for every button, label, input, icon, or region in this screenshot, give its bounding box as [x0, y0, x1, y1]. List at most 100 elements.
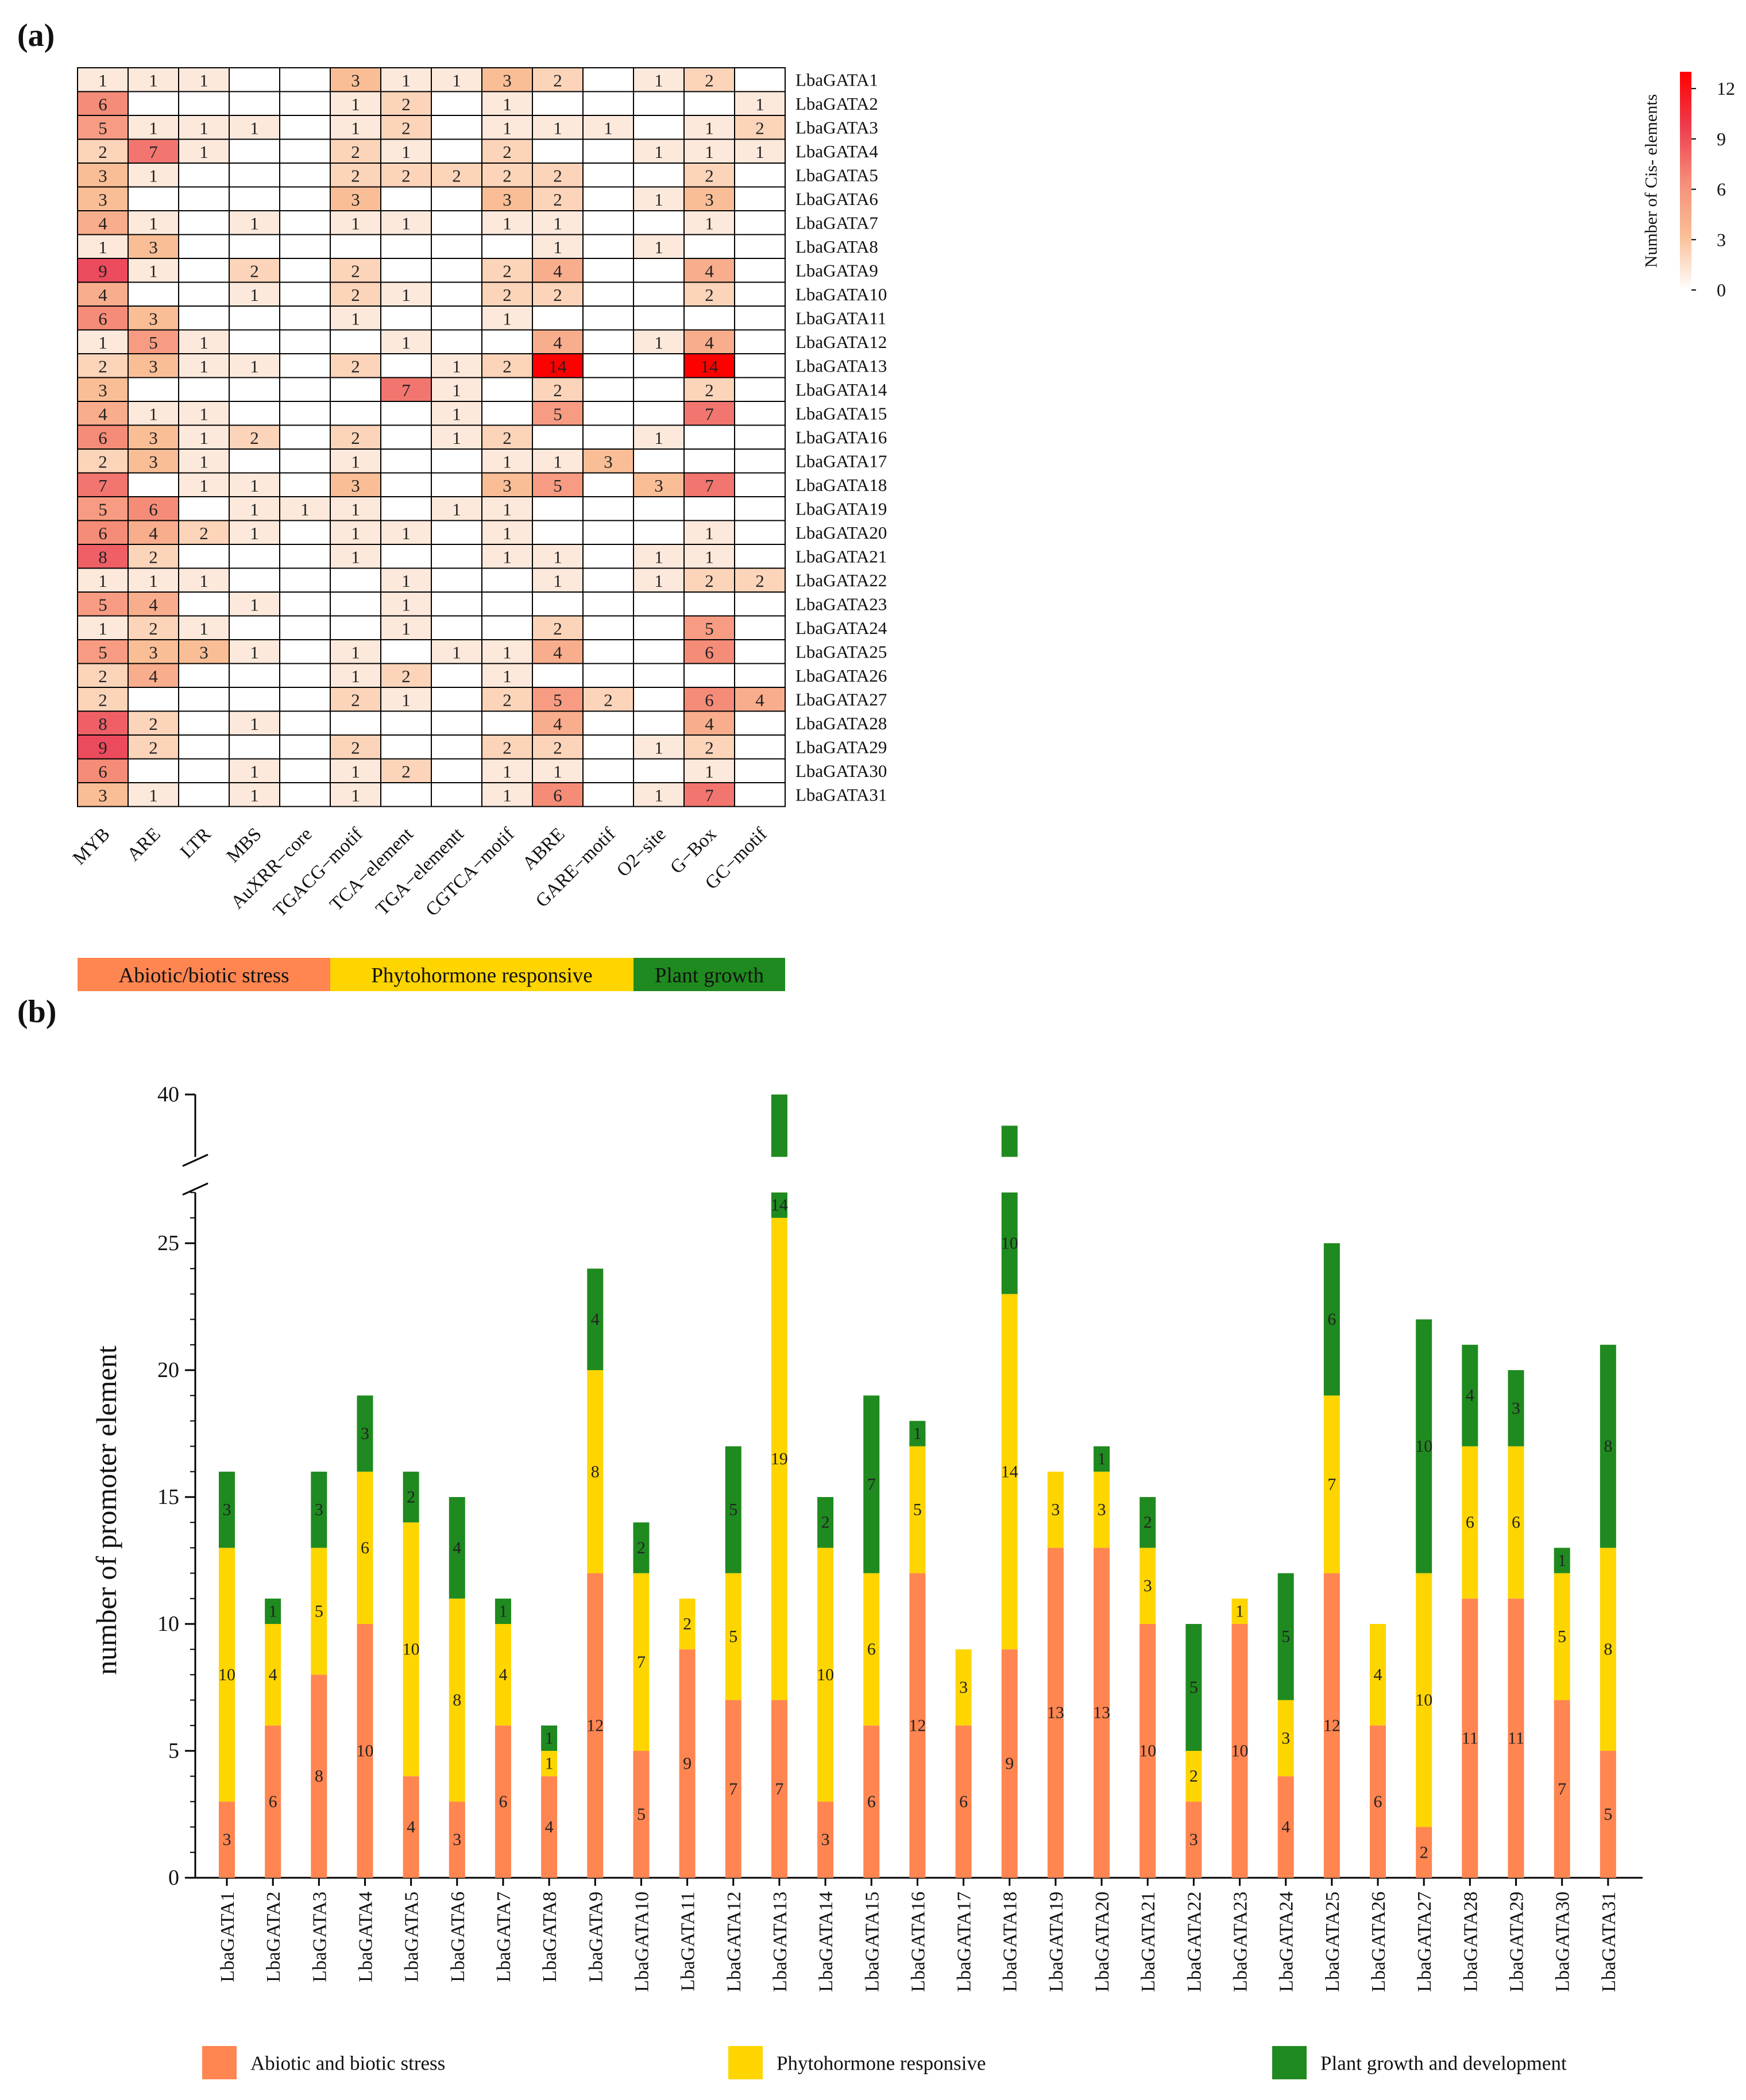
- heatmap-cell: [431, 67, 482, 92]
- heatmap-cell: [633, 687, 685, 712]
- heatmap-row-label: LbaGATA30: [795, 761, 887, 781]
- heatmap-cell: [380, 472, 432, 497]
- heatmap-cell: [633, 639, 685, 664]
- heatmap-cell-value: 1: [401, 285, 411, 305]
- heatmap-cell: [178, 567, 230, 593]
- heatmap-cell-value: 2: [503, 428, 512, 448]
- heatmap-cell: [481, 234, 533, 259]
- heatmap-cell: [683, 782, 735, 807]
- colorbar: [1680, 72, 1691, 290]
- heatmap-cell: [380, 401, 432, 426]
- heatmap-cell: [582, 758, 634, 783]
- bar-segment-label: 3: [1281, 1728, 1290, 1747]
- bar-segment: [265, 1725, 281, 1878]
- heatmap-cell-value: 1: [199, 70, 208, 90]
- bar-segment-label: 14: [1001, 1462, 1018, 1481]
- bar-segment-label: 13: [1093, 1703, 1110, 1722]
- bar-segment: [587, 1573, 604, 1878]
- heatmap-cell: [532, 281, 584, 307]
- heatmap-cell: [431, 281, 482, 307]
- heatmap-cell-value: 1: [401, 70, 411, 90]
- heatmap-cell: [77, 424, 129, 450]
- heatmap-cell-value: 1: [452, 70, 461, 90]
- heatmap-cell: [633, 782, 685, 807]
- x-tick-label: LbaGATA8: [539, 1892, 561, 1982]
- bar-segment: [541, 1725, 558, 1751]
- bar-segment: [1508, 1598, 1524, 1878]
- heatmap-cell: [582, 305, 634, 331]
- bar-segment: [1001, 1192, 1018, 1294]
- heatmap-cell-value: 1: [705, 142, 714, 162]
- heatmap-cell: [532, 305, 584, 331]
- bar-segment: [1416, 1573, 1432, 1827]
- heatmap-cell-value: 1: [351, 213, 360, 233]
- heatmap-cell-value: 1: [503, 213, 512, 233]
- heatmap-cell-value: 1: [351, 785, 360, 805]
- bar-segment-label: 1: [913, 1424, 922, 1443]
- heatmap-cell: [481, 91, 533, 116]
- heatmap-cell-value: 4: [98, 285, 107, 305]
- heatmap-cell: [431, 138, 482, 164]
- heatmap-cell: [633, 520, 685, 545]
- heatmap-cell: [633, 91, 685, 116]
- bar-segment-label: 4: [545, 1817, 554, 1836]
- heatmap-cell-value: 4: [553, 714, 562, 734]
- heatmap-cell: [734, 567, 786, 593]
- bar-segment: [679, 1598, 696, 1650]
- heatmap-cell: [734, 591, 786, 617]
- bar-segment-label: 5: [1558, 1627, 1566, 1646]
- heatmap-cell-value: 3: [654, 475, 663, 496]
- heatmap-cell: [279, 329, 331, 354]
- heatmap-cell-value: 8: [98, 714, 107, 734]
- bar-segment-label: 6: [269, 1792, 277, 1811]
- heatmap-cell-value: 1: [98, 70, 107, 90]
- bar-segment: [863, 1573, 880, 1726]
- heatmap-row-label: LbaGATA23: [795, 594, 887, 614]
- bar-segment: [863, 1725, 880, 1878]
- heatmap-cell: [481, 687, 533, 712]
- heatmap-cell-value: 5: [98, 499, 107, 519]
- bar-segment-label: 6: [1374, 1792, 1382, 1811]
- heatmap-cell-value: 1: [351, 94, 360, 114]
- x-tick-label: LbaGATA15: [862, 1892, 883, 1992]
- heatmap-cell-value: 2: [503, 356, 512, 376]
- bar-segment: [1554, 1548, 1570, 1573]
- heatmap-cell: [532, 591, 584, 617]
- heatmap-cell-value: 4: [149, 523, 158, 543]
- colorbar-tick-label: 0: [1717, 280, 1726, 300]
- heatmap-cell-value: 1: [705, 761, 714, 782]
- bar-segment: [817, 1497, 834, 1548]
- heatmap-cell-value: 3: [503, 70, 512, 90]
- bar-segment: [1323, 1395, 1340, 1573]
- bar-segment: [1416, 1319, 1432, 1573]
- heatmap-cell-value: 1: [452, 642, 461, 662]
- heatmap-cell: [481, 710, 533, 736]
- heatmap-cell: [77, 710, 129, 736]
- heatmap-cell-value: 2: [351, 142, 360, 162]
- heatmap-cell: [633, 567, 685, 593]
- bar-segment: [1047, 1471, 1064, 1548]
- heatmap-cell: [229, 163, 280, 188]
- heatmap-cell: [279, 448, 331, 474]
- heatmap-cell-value: 5: [553, 690, 562, 710]
- heatmap-cell: [279, 305, 331, 331]
- category-label: Phytohormone responsive: [371, 964, 592, 988]
- category-label: Abiotic/biotic stress: [119, 964, 289, 988]
- heatmap-cell-value: 4: [553, 332, 562, 353]
- heatmap-cell-value: 1: [149, 70, 158, 90]
- heatmap-cell-value: 14: [549, 356, 567, 376]
- bar-segment: [311, 1548, 327, 1675]
- heatmap-row-label: LbaGATA4: [795, 141, 878, 161]
- heatmap-cell: [77, 544, 129, 569]
- heatmap-cell: [330, 615, 381, 640]
- heatmap-row-label: LbaGATA10: [795, 284, 887, 304]
- bar-segment: [633, 1522, 650, 1573]
- bar-segment: [771, 1217, 787, 1700]
- heatmap-cell-value: 2: [755, 118, 764, 138]
- bar-segment: [1094, 1446, 1110, 1472]
- heatmap-cell: [633, 258, 685, 283]
- heatmap-cell-value: 1: [503, 499, 512, 519]
- heatmap-cell-value: 1: [149, 213, 158, 233]
- heatmap-row-label: LbaGATA8: [795, 237, 878, 257]
- legend-swatch: [1272, 2046, 1307, 2079]
